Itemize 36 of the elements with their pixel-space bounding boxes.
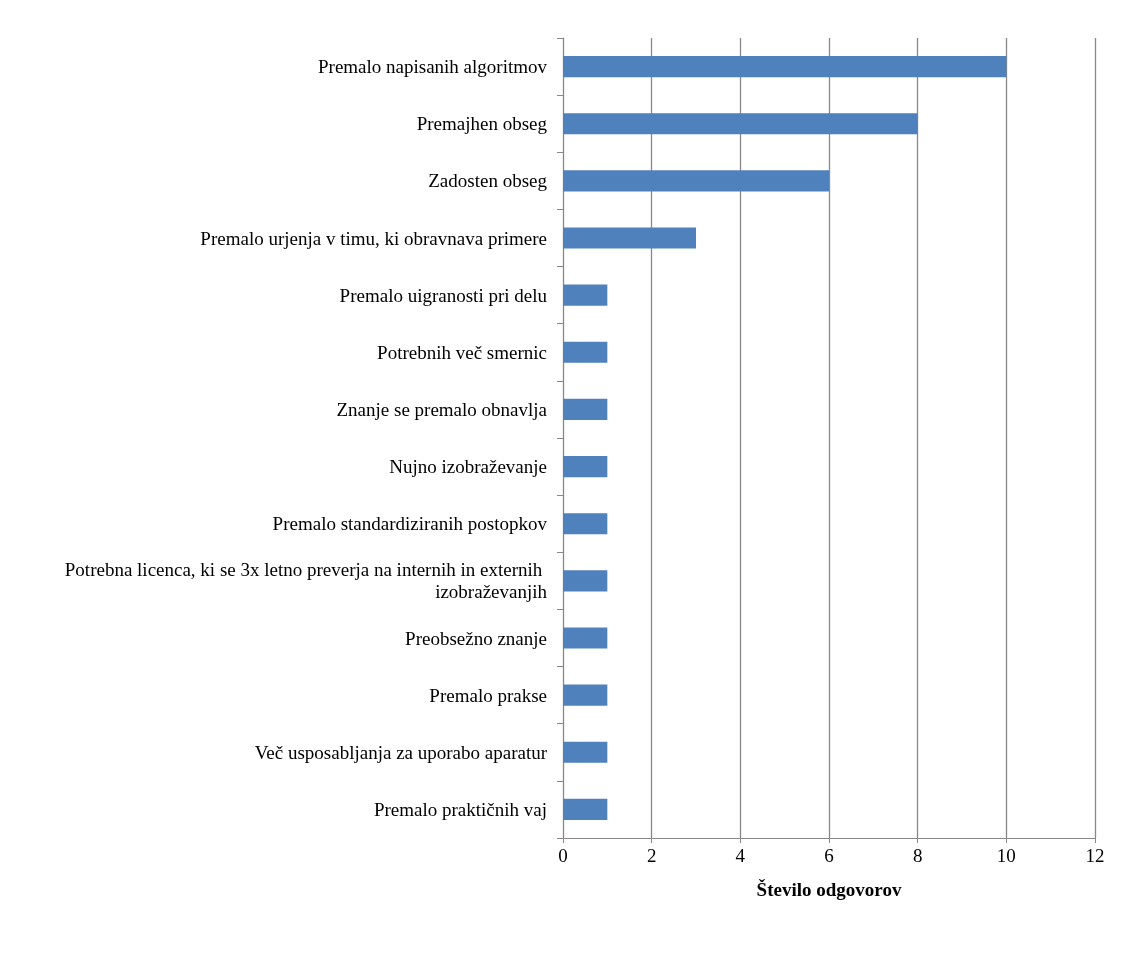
bar [563,227,696,249]
bar [563,741,608,763]
y-tick-label: Premalo prakse [429,684,547,706]
x-axis-title: Število odgovorov [756,879,902,900]
y-tick-label: Premalo uigranosti pri delu [339,284,548,306]
bar [563,113,918,135]
y-tick-label: Premalo urjenja v timu, ki obravnava primere [200,227,547,249]
y-tick-label: Znanje se premalo obnavlja [336,398,548,420]
x-tick-label: 10 [996,845,1016,866]
y-tick-label: Zadosten obseg [428,170,548,192]
y-tick-label: Premajhen obseg [416,113,548,135]
x-tick-label: 0 [558,845,568,866]
y-tick-label: Premalo napisanih algoritmov [317,56,548,78]
y-tick-label: Potrebnih več smernic [377,341,547,363]
x-tick-label: 12 [1085,845,1105,866]
bar [563,56,1007,78]
y-tick-label: Premalo praktičnih vaj [373,798,547,820]
bar [563,570,608,592]
bar [563,456,608,478]
bar [563,684,608,706]
bar [563,798,608,820]
x-tick-label: 2 [646,845,657,866]
bar [563,398,608,420]
y-tick-label: Več usposabljanja za uporabo aparatur [254,741,548,763]
y-tick-label: Preobsežno znanje [405,627,547,649]
x-tick-label: 8 [912,845,923,866]
y-tick-label: Potrebna licenca, ki se 3x letno preverja na internih in externih izobraževanjih [64,559,548,603]
x-tick-label: 4 [735,845,746,866]
x-tick-label: 6 [824,845,834,866]
y-tick-label: Nujno izobraževanje [389,456,547,478]
bar [563,341,608,363]
bar [563,284,608,306]
bar [563,170,829,192]
bar [563,513,608,535]
bar [563,627,608,649]
y-tick-label: Premalo standardiziranih postopkov [272,513,548,535]
